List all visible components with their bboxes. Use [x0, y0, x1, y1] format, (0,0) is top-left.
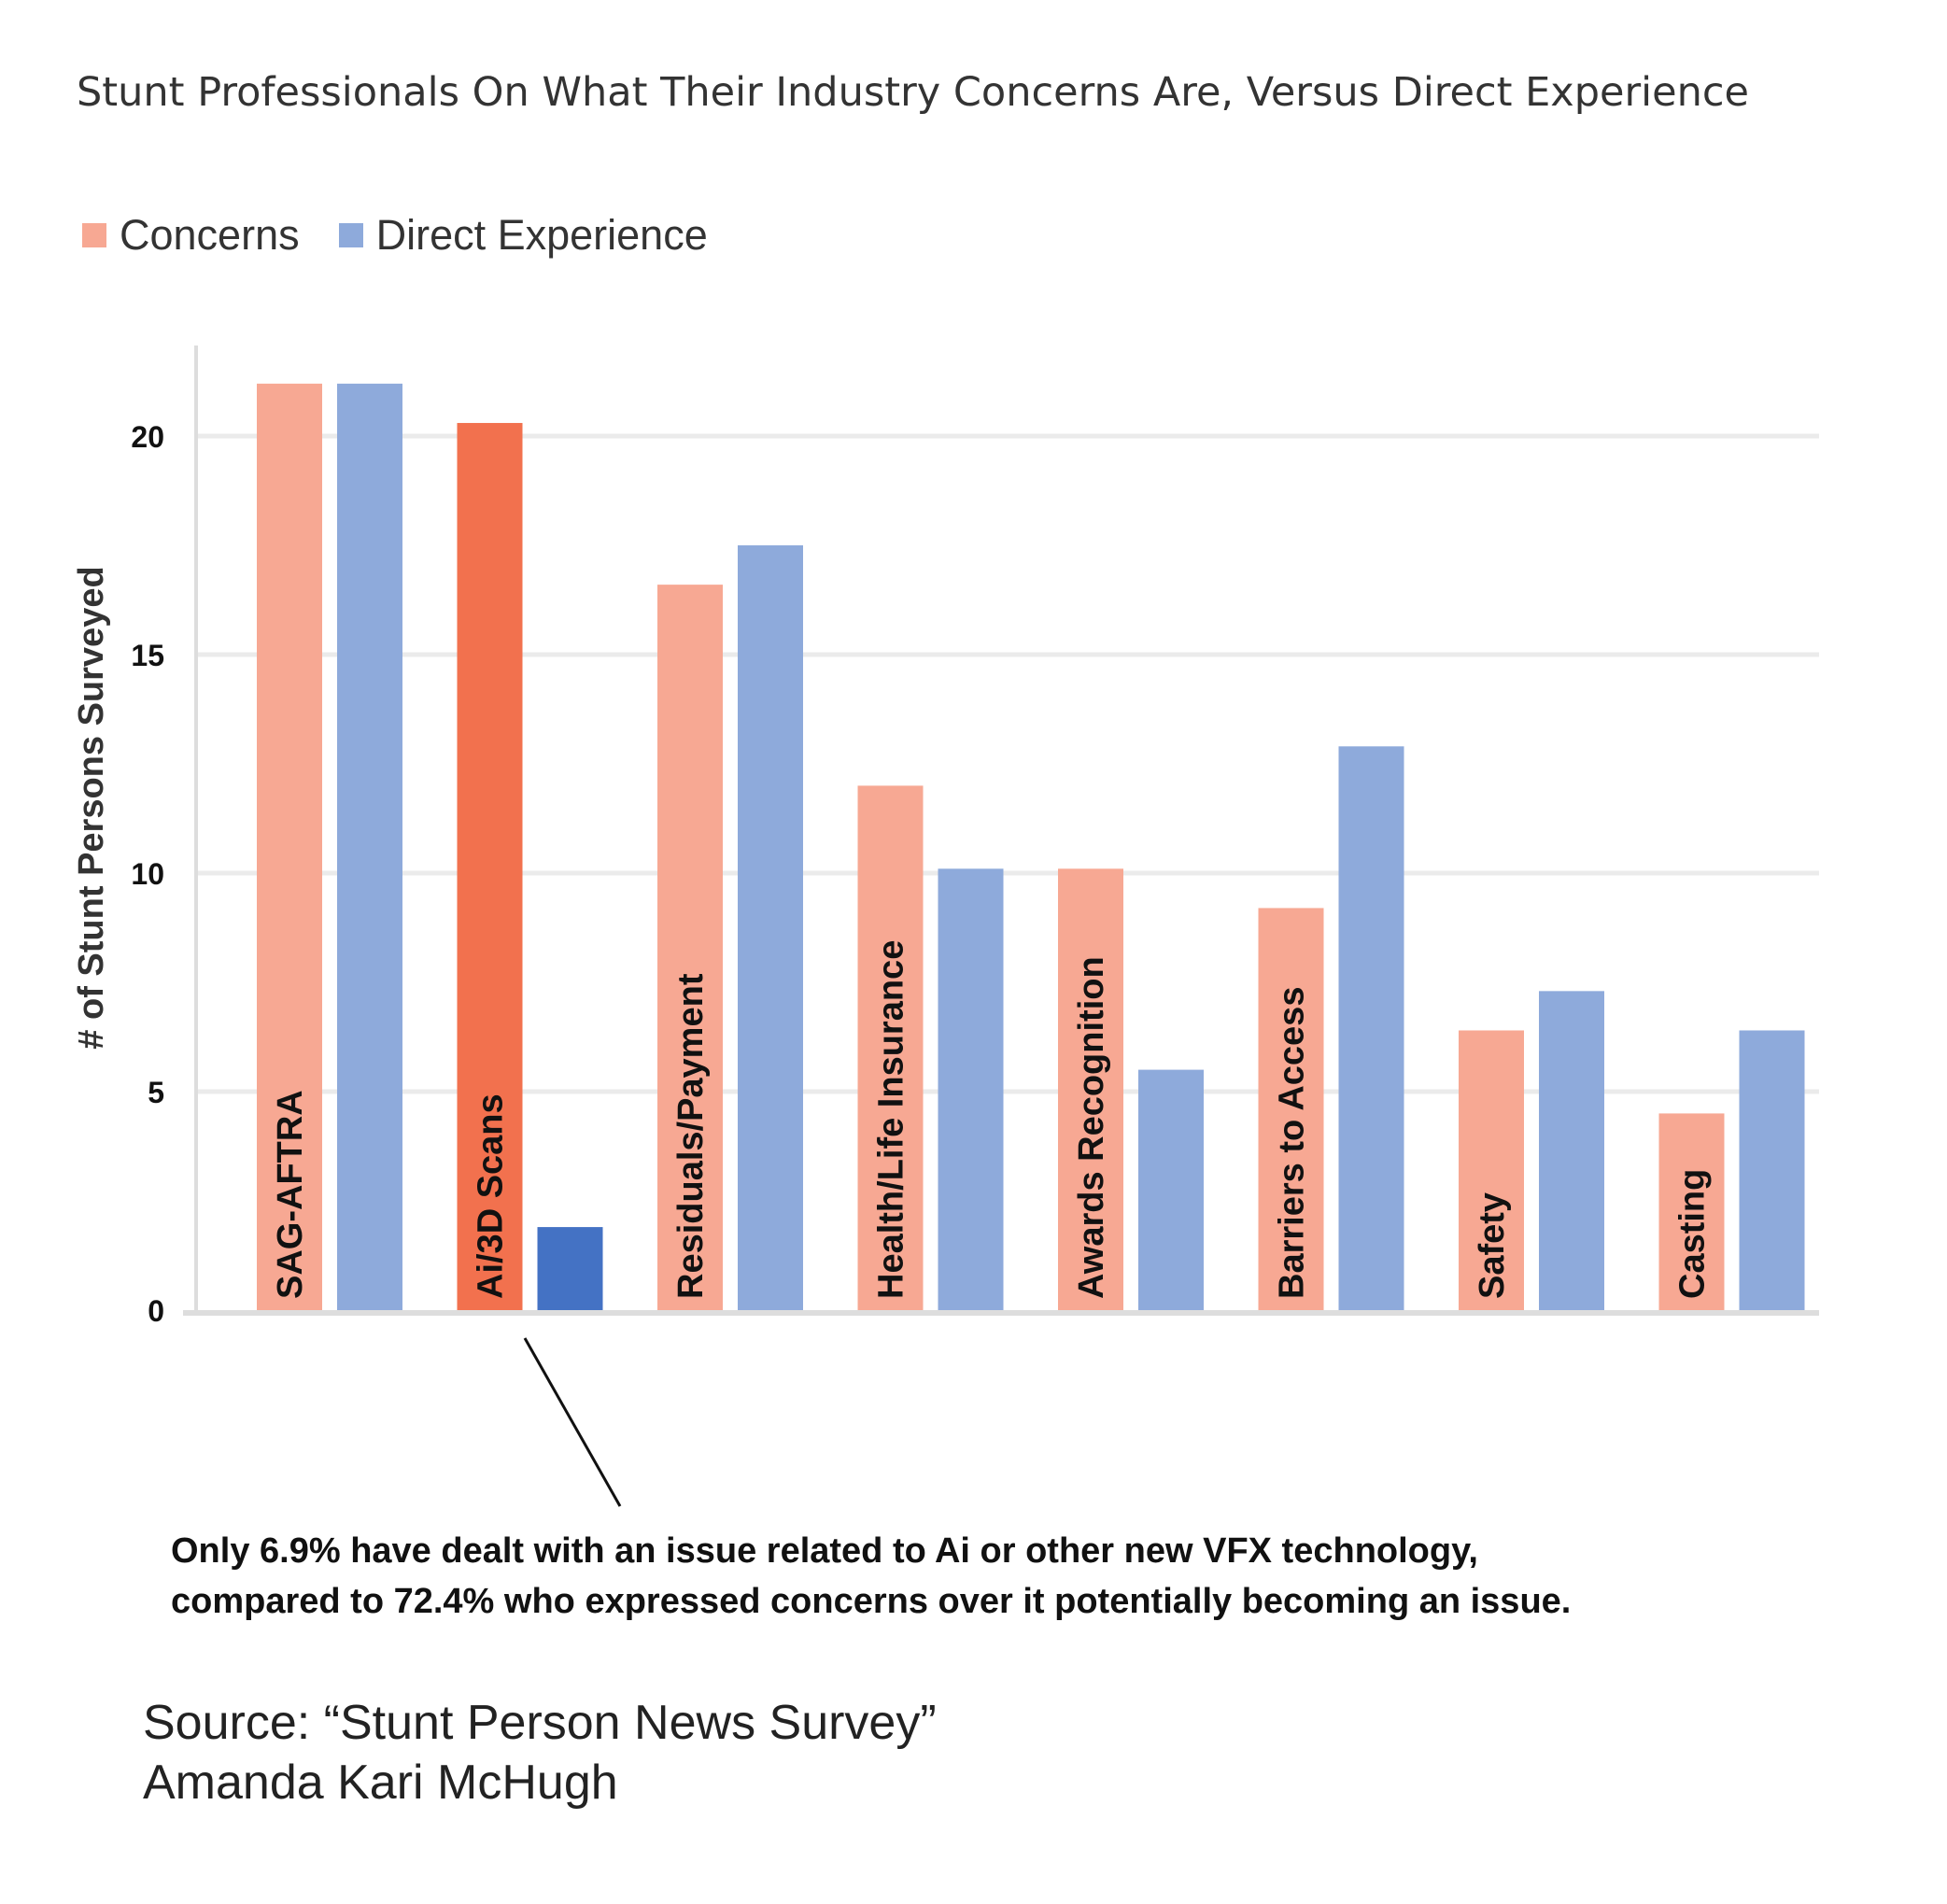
category-label: Residuals/Payment: [671, 973, 711, 1299]
axis-layer: 0 5 10 15 20 # of Stunt Persons Surveyed: [72, 346, 1819, 1328]
bar-residuals-payment-direct-experience: [738, 545, 803, 1310]
bar-barriers-to-access-concerns: [1258, 908, 1324, 1310]
y-tick-label-20: 20: [131, 420, 164, 454]
y-tick-label-15: 15: [131, 639, 164, 672]
legend-swatch-concerns: [82, 223, 106, 247]
source-line: Source: “Stunt Person News Survey”: [143, 1696, 937, 1750]
y-tick-label-5: 5: [148, 1076, 164, 1109]
category-label: SAG-AFTRA: [271, 1090, 310, 1299]
annotation-line-1: Only 6.9% have dealt with an issue relat…: [171, 1531, 1478, 1571]
bar-awards-recognition-concerns: [1058, 868, 1123, 1310]
category-label: Ai/3D Scans: [472, 1093, 511, 1299]
bar-residuals-payment-concerns: [657, 585, 723, 1310]
y-axis-title: # of Stunt Persons Surveyed: [72, 566, 111, 1049]
annotation-line-2: compared to 72.4% who expressed concerns…: [171, 1582, 1572, 1621]
legend-label-direct-experience: Direct Experience: [375, 211, 708, 259]
bar-casting-concerns: [1658, 1113, 1725, 1310]
category-label-layer: SAG-AFTRA Ai/3D Scans Residuals/Payment Hea…: [271, 940, 1713, 1299]
callout-line: [523, 1337, 622, 1507]
bar-sag-aftra-concerns: [257, 383, 322, 1311]
category-label: Casting: [1673, 1169, 1713, 1299]
y-tick-label-0: 0: [148, 1294, 164, 1328]
legend: Concerns Direct Experience: [82, 211, 747, 260]
bar-ai-3d-scans-concerns: [457, 422, 523, 1311]
legend-item-direct-experience: Direct Experience: [338, 211, 708, 260]
bar-awards-recognition-direct-experience: [1138, 1069, 1204, 1310]
bar-barriers-to-access-direct-experience: [1338, 746, 1404, 1310]
bar-casting-direct-experience: [1739, 1030, 1805, 1310]
legend-swatch-direct-experience: [338, 223, 363, 247]
bar-safety-concerns: [1459, 1030, 1524, 1310]
author-line: Amanda Kari McHugh: [143, 1756, 618, 1810]
chart-title: Stunt Professionals On What Their Indust…: [77, 69, 1749, 116]
bar-health-life-insurance-direct-experience: [938, 868, 1004, 1310]
category-label: Awards Recognition: [1072, 956, 1111, 1299]
legend-label-concerns: Concerns: [120, 211, 300, 259]
source-credit: Source: “Stunt Person News Survey” Amand…: [143, 1693, 937, 1812]
category-label: Safety: [1473, 1192, 1512, 1299]
callout-layer: [523, 1337, 622, 1507]
category-label: Barriers to Access: [1273, 987, 1312, 1299]
y-tick-label-10: 10: [131, 857, 164, 891]
legend-item-concerns: Concerns: [82, 211, 300, 260]
bar-safety-direct-experience: [1539, 991, 1604, 1310]
bar-ai-3d-scans-direct-experience: [537, 1227, 603, 1310]
bar-sag-aftra-direct-experience: [337, 383, 402, 1311]
category-label: Health/Life Insurance: [872, 940, 911, 1299]
annotation-text: Only 6.9% have dealt with an issue relat…: [171, 1526, 1571, 1627]
bar-layer: [257, 383, 1805, 1311]
bar-health-life-insurance-concerns: [857, 785, 924, 1310]
